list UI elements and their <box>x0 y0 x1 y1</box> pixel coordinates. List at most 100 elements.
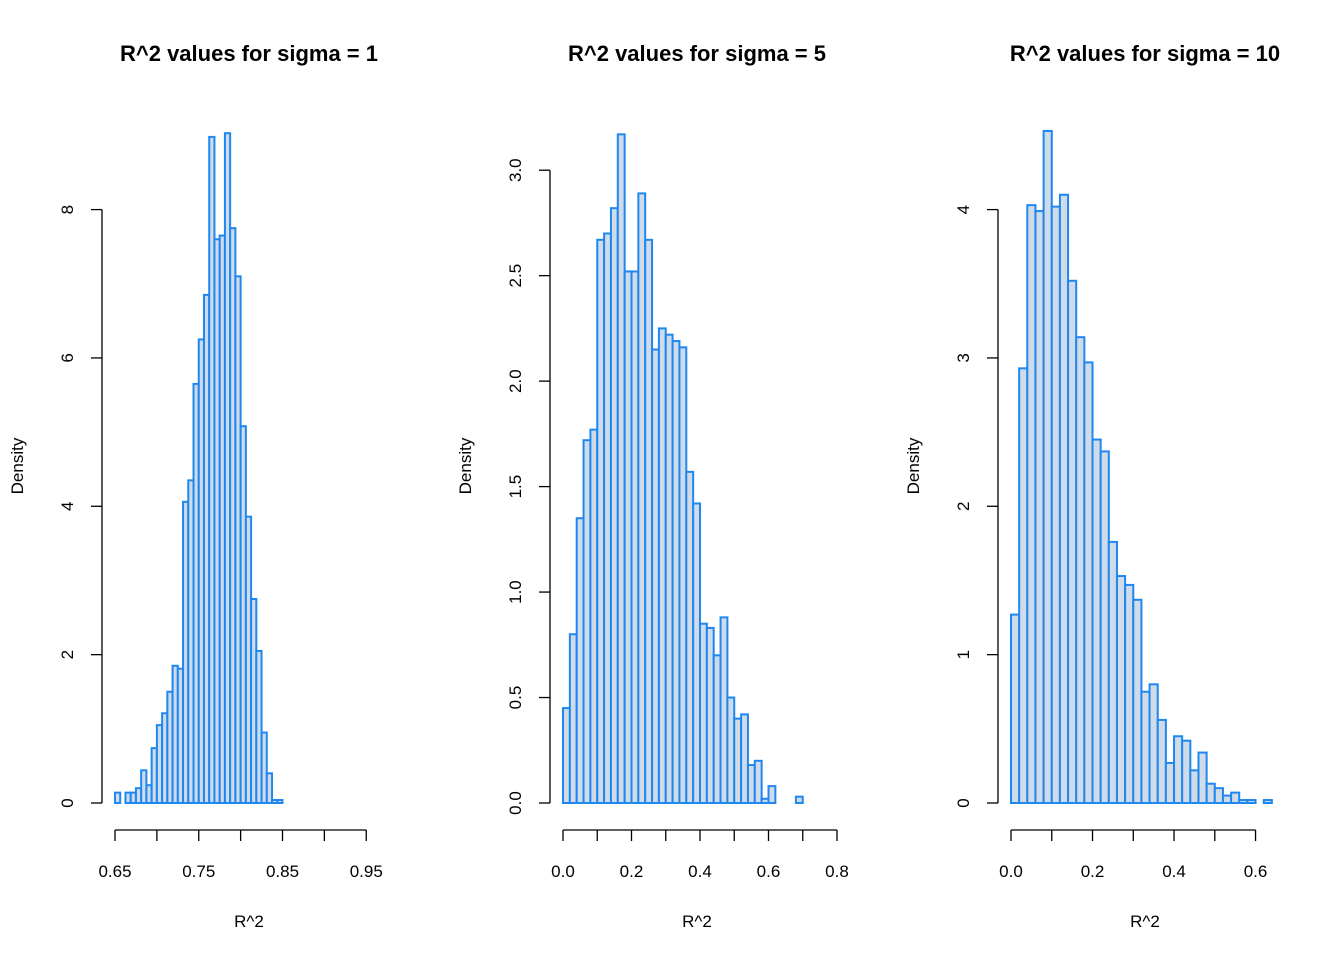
histogram-bar <box>114 791 122 804</box>
histogram-bar <box>1213 787 1224 804</box>
histogram-bar <box>657 327 667 804</box>
x-tick-label: 0.0 <box>999 862 1023 881</box>
histogram-bar <box>1230 791 1241 804</box>
y-axis-label: Density <box>8 437 27 494</box>
histogram-bar <box>740 713 749 804</box>
panel-sigma-5: R^2 values for sigma = 5 R^2 Density 0.0… <box>456 41 849 931</box>
histogram-bar <box>1034 210 1045 804</box>
histogram-bar <box>616 133 626 804</box>
histogram-bar <box>1148 683 1159 805</box>
x-axis: 0.0 0.2 0.4 0.6 0.8 <box>551 829 849 881</box>
y-tick-label: 0 <box>954 798 973 807</box>
histogram-bar <box>260 731 268 805</box>
histogram-bar <box>265 772 274 805</box>
y-tick-label: 3.0 <box>506 158 525 182</box>
histogram-bar <box>1164 761 1176 805</box>
y-tick-label: 4 <box>954 205 973 214</box>
histogram-bar <box>705 626 715 804</box>
y-tick-label: 8 <box>58 205 77 214</box>
x-tick-label: 0.2 <box>620 862 644 881</box>
histogram-bar <box>609 207 619 805</box>
x-axis-label: R^2 <box>682 912 712 931</box>
x-axis-label: R^2 <box>234 912 264 931</box>
histogram-bar <box>1042 129 1053 805</box>
x-tick-label: 0.6 <box>757 862 781 881</box>
histogram-bar <box>685 470 695 804</box>
x-tick-label: 0.85 <box>266 862 299 881</box>
bars <box>1010 129 1273 805</box>
panel-title: R^2 values for sigma = 10 <box>1010 41 1280 66</box>
y-axis: 0 2 4 6 8 <box>58 205 103 808</box>
histogram-bar <box>1091 438 1102 804</box>
x-tick-label: 0.65 <box>98 862 131 881</box>
histogram-bar <box>1246 799 1257 805</box>
histogram-bar <box>589 428 599 804</box>
histogram-bar <box>678 346 688 804</box>
histogram-bar <box>1189 769 1200 804</box>
histogram-bar <box>664 333 674 804</box>
histogram-bar <box>1075 336 1086 804</box>
histogram-bar <box>1205 782 1216 805</box>
histogram-bar <box>760 797 770 805</box>
histogram-bar <box>1221 794 1233 805</box>
histogram-bar <box>596 238 606 805</box>
histogram-bar <box>1099 450 1110 804</box>
histogram-bar <box>699 622 708 805</box>
histogram-bar <box>562 707 571 805</box>
histogram-bar <box>1132 598 1143 805</box>
panel-sigma-10: R^2 values for sigma = 10 R^2 Density 0.… <box>904 41 1280 931</box>
histogram-bar <box>1238 799 1249 805</box>
y-axis: 0.0 0.5 1.0 1.5 2.0 2.5 3.0 <box>506 158 551 815</box>
histogram-bar <box>1050 205 1061 804</box>
histogram-bar <box>767 785 777 805</box>
y-tick-label: 3 <box>954 353 973 362</box>
y-tick-label: 2 <box>58 650 77 659</box>
y-axis-label: Density <box>456 437 475 494</box>
y-tick-label: 4 <box>58 502 77 511</box>
x-tick-label: 0.2 <box>1081 862 1105 881</box>
panel-title: R^2 values for sigma = 1 <box>120 41 378 66</box>
y-tick-label: 2 <box>954 502 973 511</box>
histogram-bar <box>637 192 647 804</box>
histogram-bar <box>1156 718 1167 804</box>
histogram-bar <box>582 439 592 804</box>
histogram-bar <box>630 270 640 804</box>
histogram-bar <box>1115 575 1127 805</box>
histogram-bar <box>1026 204 1037 804</box>
y-tick-label: 1 <box>954 650 973 659</box>
y-axis-label: Density <box>904 437 923 494</box>
histogram-bar <box>255 649 263 804</box>
histogram-bar <box>568 633 578 804</box>
y-tick-label: 1.0 <box>506 580 525 604</box>
histogram-bar <box>1124 583 1135 804</box>
histogram-bar <box>575 517 585 804</box>
histogram-bar <box>644 238 654 805</box>
y-axis: 0 1 2 3 4 <box>954 205 999 808</box>
x-axis-label: R^2 <box>1130 912 1160 931</box>
histogram-bar <box>712 654 722 805</box>
x-axis: 0.65 0.75 0.85 0.95 <box>98 829 383 881</box>
bars <box>114 132 284 805</box>
y-tick-label: 2.5 <box>506 264 525 288</box>
x-tick-label: 0.0 <box>551 862 575 881</box>
histogram-bar <box>794 795 804 804</box>
panel-sigma-1: R^2 values for sigma = 1 R^2 Density 0.6… <box>8 41 383 931</box>
histogram-bar <box>1173 735 1184 804</box>
histogram-bar <box>603 232 612 805</box>
histogram-bar <box>1197 751 1208 804</box>
histogram-bar <box>746 764 756 805</box>
histogram-bar <box>1010 613 1021 805</box>
histogram-bar <box>1262 799 1273 805</box>
x-tick-label: 0.75 <box>182 862 215 881</box>
y-tick-label: 0.0 <box>506 791 525 815</box>
histogram-bar <box>671 340 681 804</box>
y-tick-label: 1.5 <box>506 475 525 499</box>
histogram-bar <box>1058 193 1070 804</box>
histogram-bar <box>753 759 763 804</box>
histogram-bar <box>1018 367 1029 804</box>
y-tick-label: 0 <box>58 798 77 807</box>
x-tick-label: 0.4 <box>688 862 712 881</box>
histogram-bar <box>1181 739 1192 805</box>
histogram-bar <box>726 696 736 805</box>
